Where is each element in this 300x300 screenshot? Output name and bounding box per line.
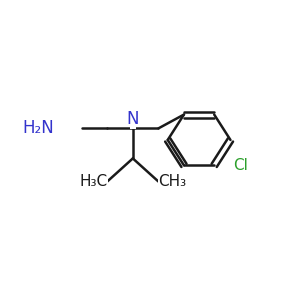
- FancyBboxPatch shape: [39, 123, 54, 134]
- FancyBboxPatch shape: [158, 176, 172, 187]
- FancyBboxPatch shape: [130, 121, 136, 129]
- Text: H₃C: H₃C: [79, 174, 107, 189]
- Text: N: N: [127, 110, 139, 128]
- FancyBboxPatch shape: [93, 176, 108, 187]
- Text: Cl: Cl: [233, 158, 248, 173]
- FancyBboxPatch shape: [232, 160, 242, 170]
- Text: CH₃: CH₃: [158, 174, 187, 189]
- Text: H₂N: H₂N: [22, 119, 54, 137]
